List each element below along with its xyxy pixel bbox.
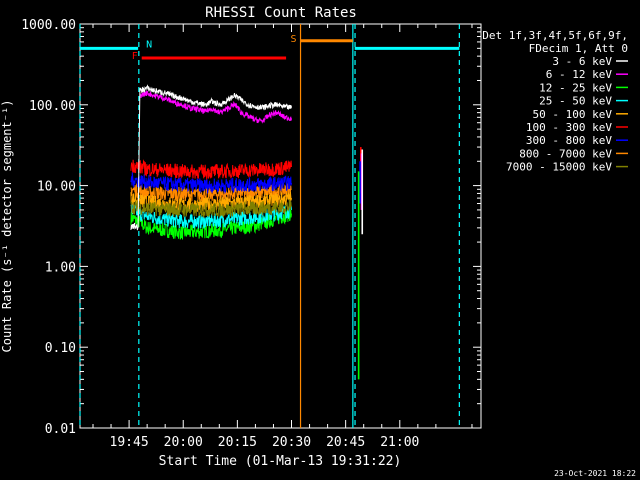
series-line <box>130 207 292 240</box>
y-tick-label: 0.01 <box>45 422 76 437</box>
legend-entry-label: 12 - 25 keV <box>539 81 612 94</box>
y-tick-label: 1.00 <box>45 260 76 275</box>
series-line <box>130 172 292 195</box>
legend-entry-label: 25 - 50 keV <box>539 95 612 108</box>
footer-timestamp: 23-Oct-2021 18:22 <box>554 469 636 478</box>
y-tick-label: 10.00 <box>37 180 76 195</box>
x-tick-label: 20:15 <box>218 435 257 450</box>
x-tick-label: 20:45 <box>326 435 365 450</box>
series-line <box>130 203 292 229</box>
legend-entry-label: 300 - 800 keV <box>526 134 612 147</box>
series-line <box>130 84 292 231</box>
chart-title: RHESSI Count Rates <box>205 5 357 21</box>
x-tick-label: 20:30 <box>272 435 311 450</box>
legend-entry-label: 6 - 12 keV <box>546 68 613 81</box>
y-tick-label: 100.00 <box>29 99 76 114</box>
legend-entry-label: 3 - 6 keV <box>552 55 612 68</box>
legend-header: Det 1f,3f,4f,5f,6f,9f, <box>482 29 628 42</box>
legend-entry-label: 100 - 300 keV <box>526 121 612 134</box>
y-tick-label: 0.10 <box>45 341 76 356</box>
series-line <box>130 159 292 181</box>
flag-label-F: F <box>132 51 138 62</box>
y-tick-label: 1000.00 <box>21 18 76 33</box>
legend-entry-label: 800 - 7000 keV <box>519 147 612 160</box>
series-line <box>139 90 292 124</box>
x-tick-label: 21:00 <box>380 435 419 450</box>
flag-label-N: N <box>146 39 152 50</box>
legend-entry-label: 7000 - 15000 keV <box>506 161 612 174</box>
legend-header: FDecim 1, Att 0 <box>529 42 628 55</box>
x-tick-label: 20:00 <box>164 435 203 450</box>
x-tick-label: 19:45 <box>110 435 149 450</box>
series-line <box>130 198 292 219</box>
legend-entry-label: 50 - 100 keV <box>533 108 613 121</box>
x-axis-label: Start Time (01-Mar-13 19:31:22) <box>159 454 402 469</box>
flag-label-S: S <box>291 34 297 45</box>
y-axis-label: Count Rate (s⁻¹ detector segment⁻¹) <box>0 100 14 353</box>
